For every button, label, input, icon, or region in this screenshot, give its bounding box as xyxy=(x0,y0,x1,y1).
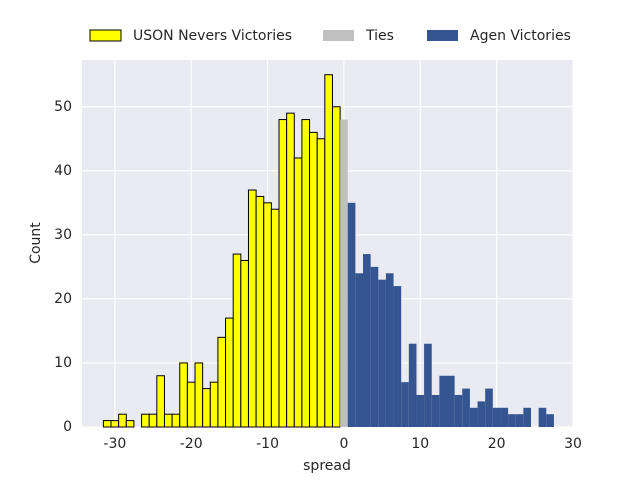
bar xyxy=(355,273,364,427)
bar xyxy=(515,414,524,427)
bar xyxy=(340,119,348,428)
legend-label: Ties xyxy=(365,28,394,44)
bar xyxy=(370,266,379,427)
bar xyxy=(363,254,371,427)
x-tick-label: -20 xyxy=(180,436,203,452)
bar xyxy=(163,413,173,428)
bar xyxy=(263,202,272,428)
bar xyxy=(500,407,509,427)
bar xyxy=(385,273,394,427)
y-tick-label: 50 xyxy=(54,99,72,115)
bar xyxy=(156,375,165,428)
bar xyxy=(462,388,470,427)
y-tick-label: 20 xyxy=(54,291,72,307)
x-axis-label: spread xyxy=(303,458,351,474)
bar xyxy=(347,202,356,427)
y-tick-label: 30 xyxy=(54,227,72,243)
legend-label: Agen Victories xyxy=(470,28,571,44)
bar xyxy=(309,131,318,428)
y-tick-label: 0 xyxy=(63,419,72,435)
x-tick-label: -10 xyxy=(256,436,279,452)
bar xyxy=(247,189,257,428)
bar xyxy=(171,413,181,428)
bar xyxy=(293,157,303,428)
bar xyxy=(125,420,135,428)
bar xyxy=(110,420,120,428)
bar xyxy=(447,375,455,427)
bar xyxy=(202,388,211,428)
bar xyxy=(401,382,409,427)
bar xyxy=(255,195,265,428)
x-tick-label: 20 xyxy=(488,436,506,452)
legend-swatch xyxy=(323,30,354,41)
bar xyxy=(424,343,432,427)
bar xyxy=(148,413,158,428)
bar xyxy=(408,343,417,427)
bar xyxy=(508,414,516,427)
bar xyxy=(393,286,402,427)
bar xyxy=(225,317,234,428)
bar xyxy=(454,394,463,427)
bar xyxy=(538,407,547,427)
bar xyxy=(118,413,127,428)
legend-swatch xyxy=(427,30,458,41)
y-axis-label: Count xyxy=(28,222,44,264)
x-tick-label: -30 xyxy=(103,436,126,452)
bar xyxy=(141,413,150,428)
bar xyxy=(186,381,196,428)
bar xyxy=(546,414,554,427)
bar xyxy=(492,407,501,427)
bar xyxy=(523,407,532,427)
bar xyxy=(378,279,386,427)
legend-swatch xyxy=(89,29,122,42)
x-tick-label: 30 xyxy=(564,436,582,452)
x-tick-label: 10 xyxy=(411,436,429,452)
bar xyxy=(179,362,188,428)
bar xyxy=(194,362,204,428)
bar xyxy=(485,388,493,427)
bar xyxy=(102,420,112,428)
bar xyxy=(324,74,333,428)
bar xyxy=(209,381,219,428)
bar xyxy=(217,336,227,428)
bar xyxy=(240,259,249,428)
bar xyxy=(316,138,326,428)
bar xyxy=(416,394,425,427)
bar xyxy=(270,208,280,428)
legend-label: USON Nevers Victories xyxy=(133,28,292,44)
bar xyxy=(331,106,341,428)
x-tick-label: 0 xyxy=(339,436,348,452)
bar xyxy=(278,119,288,428)
y-tick-label: 10 xyxy=(54,355,72,371)
bar xyxy=(301,119,311,428)
bar xyxy=(431,394,440,427)
bar xyxy=(232,253,242,428)
bar xyxy=(469,407,478,427)
bar xyxy=(477,401,486,427)
y-tick-label: 40 xyxy=(54,163,72,179)
bar xyxy=(286,112,295,428)
bar xyxy=(439,375,448,427)
